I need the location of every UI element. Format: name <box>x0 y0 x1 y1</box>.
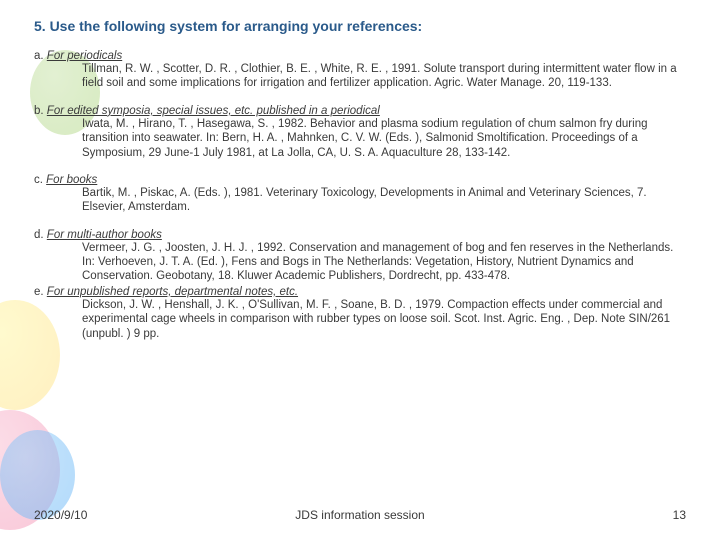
reference-body: Vermeer, J. G. , Joosten, J. H. J. , 199… <box>34 241 686 284</box>
item-category: For periodicals <box>47 50 122 62</box>
reference-item: e. For unpublished reports, departmental… <box>34 286 686 341</box>
item-label: e. <box>34 286 44 298</box>
item-category: For books <box>46 174 97 186</box>
item-label: a. <box>34 50 44 62</box>
reference-body: Iwata, M. , Hirano, T. , Hasegawa, S. , … <box>34 117 686 160</box>
balloon-icon <box>0 430 75 520</box>
footer-page: 13 <box>673 508 686 522</box>
reference-heading: d. For multi-author books <box>34 229 686 241</box>
item-category: For multi-author books <box>47 229 162 241</box>
reference-heading: a. For periodicals <box>34 50 686 62</box>
slide-title: 5. Use the following system for arrangin… <box>34 18 686 34</box>
slide-content: 5. Use the following system for arrangin… <box>0 0 720 341</box>
reference-heading: e. For unpublished reports, departmental… <box>34 286 686 298</box>
footer-date: 2020/9/10 <box>34 508 87 522</box>
slide-footer: 2020/9/10 JDS information session 13 <box>0 508 720 522</box>
reference-item: c. For books Bartik, M. , Piskac, A. (Ed… <box>34 174 686 215</box>
footer-title: JDS information session <box>0 508 720 522</box>
reference-heading: c. For books <box>34 174 686 186</box>
item-category: For unpublished reports, departmental no… <box>47 286 298 298</box>
reference-item: b. For edited symposia, special issues, … <box>34 105 686 160</box>
reference-heading: b. For edited symposia, special issues, … <box>34 105 686 117</box>
item-label: c. <box>34 174 43 186</box>
item-label: b. <box>34 105 44 117</box>
item-label: d. <box>34 229 44 241</box>
reference-body: Bartik, M. , Piskac, A. (Eds. ), 1981. V… <box>34 186 686 215</box>
reference-item: a. For periodicals Tillman, R. W. , Scot… <box>34 50 686 91</box>
reference-item: d. For multi-author books Vermeer, J. G.… <box>34 229 686 284</box>
item-category: For edited symposia, special issues, etc… <box>47 105 380 117</box>
reference-body: Tillman, R. W. , Scotter, D. R. , Clothi… <box>34 62 686 91</box>
reference-body: Dickson, J. W. , Henshall, J. K. , O'Sul… <box>34 298 686 341</box>
